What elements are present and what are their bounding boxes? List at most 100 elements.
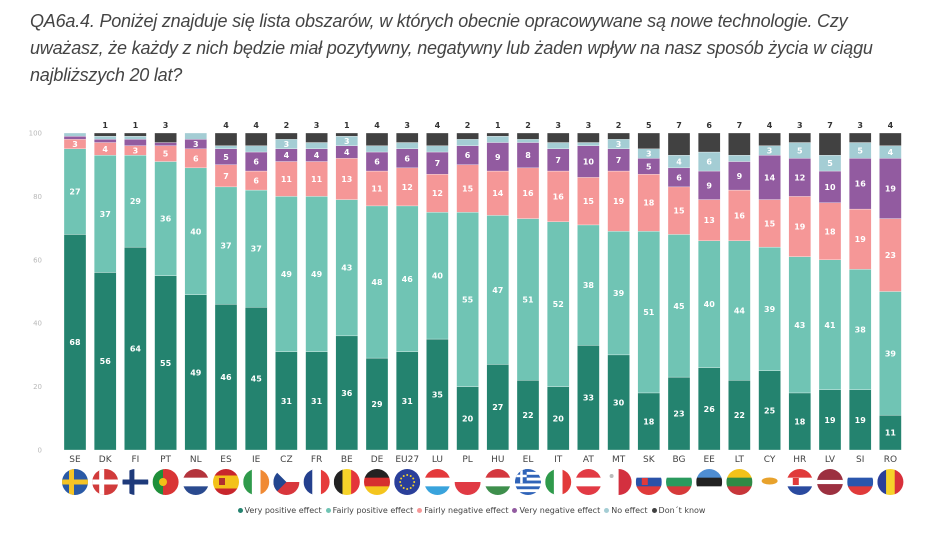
bar-segment-no-effect xyxy=(94,136,117,140)
bar-segment-no-effect xyxy=(245,145,268,153)
legend-label: Very negative effect xyxy=(519,506,601,515)
data-label: 13 xyxy=(341,175,352,184)
data-label: 35 xyxy=(432,391,444,400)
data-label: 10 xyxy=(583,158,595,167)
dont-know-label: 4 xyxy=(435,121,441,130)
data-label: 12 xyxy=(402,183,413,192)
bar-segment-no-effect xyxy=(486,136,509,143)
data-label: 39 xyxy=(885,349,897,358)
bar-segment-no-effect xyxy=(214,145,238,150)
y-tick-label: 0 xyxy=(38,447,42,455)
data-label: 12 xyxy=(432,189,443,198)
data-label: 20 xyxy=(553,414,565,423)
y-tick-label: 80 xyxy=(33,193,42,201)
data-label: 11 xyxy=(885,429,897,438)
data-label: 51 xyxy=(643,308,655,317)
dont-know-label: 2 xyxy=(465,121,471,130)
bar-segment-no-effect xyxy=(396,142,419,150)
data-label: 7 xyxy=(435,159,441,168)
x-tick-label: SE xyxy=(69,455,81,465)
data-label: 31 xyxy=(311,397,323,406)
x-tick-label: FI xyxy=(131,455,139,465)
data-label: 4 xyxy=(676,158,682,167)
data-label: 40 xyxy=(704,300,716,309)
bar-segment-don-t-know xyxy=(154,132,177,143)
data-label: 3 xyxy=(344,137,350,146)
x-tick-label: FR xyxy=(311,455,322,465)
x-tick-label: CY xyxy=(764,455,776,465)
data-label: 18 xyxy=(643,417,655,426)
flag-icon-fr xyxy=(303,469,330,495)
data-label: 25 xyxy=(764,406,776,415)
data-label: 56 xyxy=(100,357,112,366)
flag-icon-sk xyxy=(635,469,662,495)
data-label: 5 xyxy=(646,162,652,171)
dont-know-label: 3 xyxy=(857,121,863,130)
data-label: 45 xyxy=(251,375,263,384)
bar-segment-no-effect xyxy=(63,132,87,137)
data-label: 6 xyxy=(253,158,259,167)
data-label: 6 xyxy=(374,158,380,167)
data-label: 6 xyxy=(404,154,410,163)
x-tick-label: BG xyxy=(673,455,686,465)
chart-title: QA6a.4. Poniżej znajduje się lista obsza… xyxy=(30,11,873,85)
data-label: 6 xyxy=(253,177,259,186)
data-label: 15 xyxy=(462,184,474,193)
data-label: 6 xyxy=(193,154,199,163)
bar-segment-don-t-know xyxy=(547,132,570,143)
data-label: 30 xyxy=(613,398,625,407)
data-label: 41 xyxy=(824,321,836,330)
data-label: 26 xyxy=(704,405,716,414)
legend-label: Fairly negative effect xyxy=(424,506,509,515)
data-label: 5 xyxy=(223,153,229,162)
bar-segment-don-t-know xyxy=(456,132,479,140)
bar-segment-no-effect xyxy=(365,145,389,153)
data-label: 31 xyxy=(281,397,293,406)
bar-segment-no-effect xyxy=(728,155,751,162)
flag-icon-pt xyxy=(152,469,179,495)
bar-segment-don-t-know xyxy=(486,132,509,137)
flag-icon-ie xyxy=(243,469,270,495)
data-label: 39 xyxy=(613,289,625,298)
legend-label: Very positive effect xyxy=(244,506,322,515)
x-tick-label: NL xyxy=(190,455,202,465)
x-tick-label: PT xyxy=(160,455,171,465)
flag-icon-si xyxy=(847,469,874,495)
bar-segment-don-t-know xyxy=(637,132,660,150)
data-label: 36 xyxy=(160,215,172,224)
legend-label: No effect xyxy=(611,506,648,515)
data-label: 18 xyxy=(643,199,655,208)
legend-item: Fairly negative effect xyxy=(417,506,508,515)
data-label: 14 xyxy=(764,173,776,182)
flag-icon-eu27 xyxy=(394,469,421,495)
data-label: 43 xyxy=(341,264,352,273)
data-label: 5 xyxy=(827,159,833,168)
dont-know-label: 6 xyxy=(706,121,712,130)
legend-item: Don´t know xyxy=(651,506,705,515)
dont-know-label: 1 xyxy=(495,121,501,130)
x-tick-label: AT xyxy=(583,455,594,465)
data-label: 33 xyxy=(583,394,594,403)
flag-icon-ee xyxy=(696,469,723,495)
dont-know-label: 3 xyxy=(404,121,410,130)
dont-know-label: 1 xyxy=(133,121,139,130)
bar-segment-no-effect xyxy=(547,142,570,150)
bar-segment-no-effect xyxy=(305,142,328,150)
data-label: 40 xyxy=(190,227,202,236)
x-tick-label: DE xyxy=(371,455,384,465)
data-label: 22 xyxy=(734,411,745,420)
data-label: 47 xyxy=(492,286,503,295)
x-tick-label: ES xyxy=(220,455,232,465)
stacked-bar-chart: 02040608010068273SE563741DK642931FI55365… xyxy=(29,121,904,495)
dont-know-label: 3 xyxy=(555,121,561,130)
legend-dot-icon xyxy=(237,508,243,513)
data-label: 4 xyxy=(102,145,108,154)
bar-segment-no-effect xyxy=(426,145,449,153)
data-label: 51 xyxy=(522,295,534,304)
data-label: 6 xyxy=(706,158,712,167)
bar-segment-very-negative-effect xyxy=(63,136,87,140)
data-label: 22 xyxy=(522,411,533,420)
flag-icon-hu xyxy=(484,469,511,495)
legend-dot-icon xyxy=(512,508,518,513)
bar-segment-don-t-know xyxy=(758,132,781,146)
